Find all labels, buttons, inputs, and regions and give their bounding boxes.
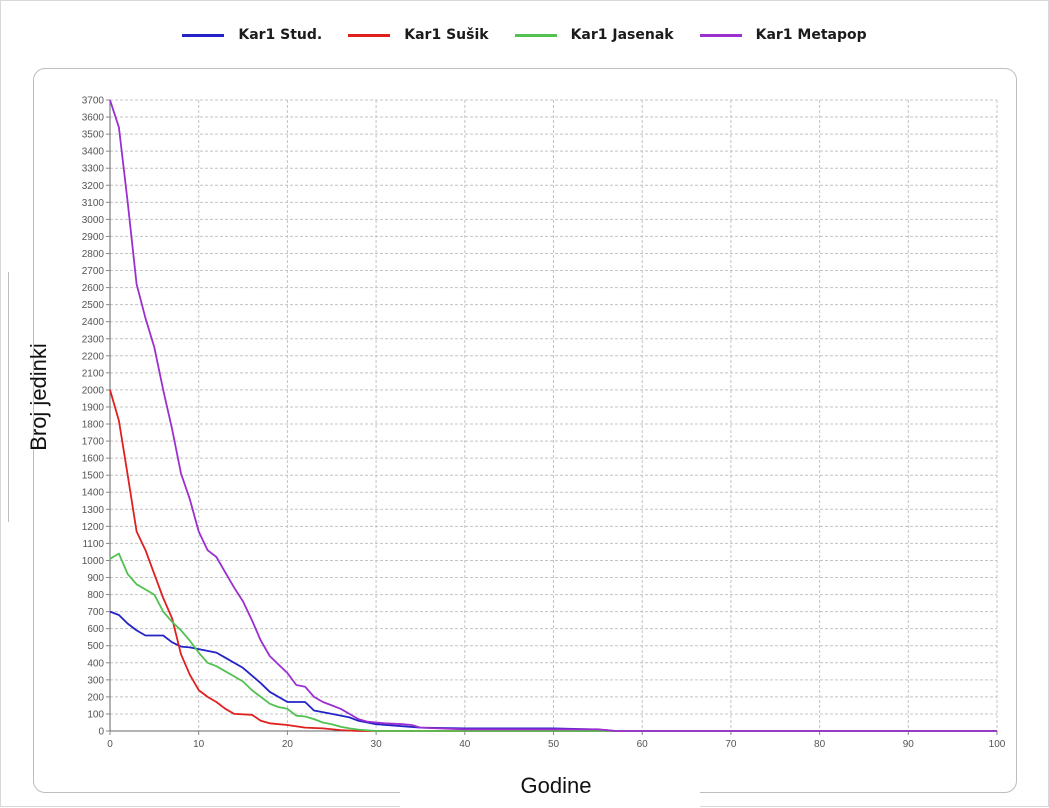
x-axis-label-backdrop (400, 778, 700, 808)
legend-label-kar1-susik: Kar1 Sušik (404, 27, 489, 43)
series-line-kar1-jasenak (109, 552, 997, 732)
x-tick-label: 80 (814, 739, 826, 750)
legend-swatch-kar1-susik (348, 33, 391, 37)
y-tick-label: 900 (87, 573, 104, 584)
y-tick-label: 2200 (82, 351, 105, 362)
y-tick-label: 400 (87, 658, 104, 669)
series-lines (109, 99, 997, 732)
series-line-kar1-metapop (109, 99, 997, 732)
legend-label-kar1-stud: Kar1 Stud. (238, 27, 323, 43)
y-tick-label: 2400 (82, 317, 105, 328)
legend-item-kar1-susik: Kar1 Sušik (348, 27, 489, 43)
y-tick-label: 600 (87, 624, 104, 635)
legend-swatch-kar1-jasenak (514, 33, 557, 37)
x-tick-label: 70 (725, 739, 737, 750)
y-tick-label: 1200 (82, 522, 105, 533)
legend-label-kar1-metapop: Kar1 Metapop (755, 27, 867, 43)
y-tick-label: 3600 (82, 113, 105, 124)
legend-label-kar1-jasenak: Kar1 Jasenak (570, 27, 674, 43)
y-tick-label: 2500 (82, 300, 105, 311)
x-tick-label: 40 (459, 739, 471, 750)
y-tick-label: 700 (87, 607, 104, 618)
x-tick-label: 100 (989, 739, 1006, 750)
y-tick-label: 100 (87, 709, 104, 720)
series-line-kar1-su-ik (109, 389, 997, 732)
y-tick-label: 2800 (82, 249, 105, 260)
legend-item-kar1-metapop: Kar1 Metapop (699, 27, 867, 43)
y-axis-label-backdrop (8, 272, 31, 522)
y-tick-label: 2600 (82, 283, 105, 294)
y-tick-label: 2000 (82, 385, 105, 396)
legend-swatch-kar1-stud (182, 33, 225, 37)
y-tick-label: 0 (98, 727, 104, 738)
y-tick-label: 3400 (82, 147, 105, 158)
y-tick-label: 1400 (82, 488, 105, 499)
legend-item-kar1-jasenak: Kar1 Jasenak (514, 27, 674, 43)
grid (110, 99, 998, 731)
y-tick-label: 3500 (82, 130, 105, 141)
y-tick-label: 3700 (82, 96, 105, 107)
y-axis-ticks: 0 100 200 300 400 500 600 700 800 900 1000 1100 1200… (82, 96, 110, 738)
y-tick-label: 200 (87, 692, 104, 703)
legend-item-kar1-stud: Kar1 Stud. (182, 27, 322, 43)
x-tick-label: 10 (193, 739, 205, 750)
y-tick-label: 2700 (82, 266, 105, 277)
x-tick-label: 60 (637, 739, 649, 750)
y-tick-label: 2900 (82, 232, 105, 243)
y-tick-label: 1900 (82, 402, 105, 413)
x-tick-label: 30 (371, 739, 383, 750)
y-tick-label: 500 (87, 641, 104, 652)
y-tick-label: 1600 (82, 454, 105, 465)
y-tick-label: 1800 (82, 420, 105, 431)
y-tick-label: 800 (87, 590, 104, 601)
legend: Kar1 Stud. Kar1 Sušik Kar1 Jasenak Kar1 … (0, 18, 1049, 52)
y-tick-label: 3100 (82, 198, 105, 209)
y-tick-label: 1000 (82, 556, 105, 567)
y-axis-label: Broj jedinki (26, 343, 51, 451)
y-tick-label: 3000 (82, 215, 105, 226)
y-tick-label: 1300 (82, 505, 105, 516)
legend-swatch-kar1-metapop (699, 33, 742, 37)
x-tick-label: 20 (282, 739, 294, 750)
y-tick-label: 1500 (82, 471, 105, 482)
x-tick-label: 50 (548, 739, 560, 750)
y-tick-label: 2300 (82, 334, 105, 345)
y-tick-label: 3200 (82, 181, 105, 192)
x-axis-ticks: 0 10 20 30 40 50 60 70 80 90 100 (107, 731, 1006, 750)
x-tick-label: 0 (107, 739, 113, 750)
y-tick-label: 300 (87, 675, 104, 686)
x-axis-label: Godine (520, 773, 592, 798)
y-tick-label: 1100 (82, 539, 104, 550)
y-tick-label: 3300 (82, 164, 105, 175)
y-tick-label: 1700 (82, 437, 105, 448)
x-tick-label: 90 (903, 739, 915, 750)
y-tick-label: 2100 (82, 368, 105, 379)
